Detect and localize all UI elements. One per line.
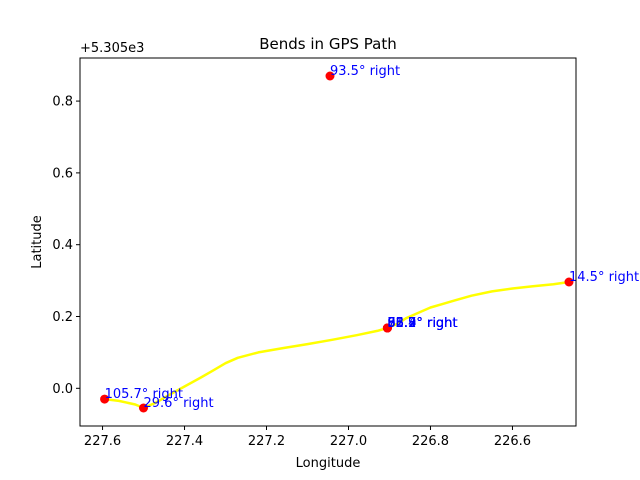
bend-label-0: 105.7° right (105, 387, 183, 402)
bend-point-3 (564, 277, 574, 287)
bend-point-0 (100, 394, 110, 404)
bend-label-6: 76.4° right (387, 316, 457, 331)
x-tick-label-3: 227.0 (330, 434, 367, 449)
x-tick-label-0: 227.6 (84, 434, 121, 449)
y-tick-label-3: 0.6 (52, 166, 73, 181)
gps-path-line (103, 280, 571, 410)
bend-point-1 (139, 403, 148, 413)
y-tick-label-1: 0.2 (52, 310, 73, 325)
x-tick-label-2: 227.2 (248, 434, 285, 449)
bend-label-5: 88.2° right (387, 316, 457, 331)
bend-label-2: 93.5° right (330, 64, 400, 79)
x-tick-label-5: 226.6 (494, 434, 531, 449)
y-tick-label-0: 0.0 (52, 382, 73, 397)
x-axis: 227.6 227.4 227.2 227.0 226.8 226.6 (84, 426, 531, 449)
y-tick-label-4: 0.8 (52, 95, 73, 110)
chart-title: Bends in GPS Path (259, 35, 396, 53)
plot-frame (79, 57, 577, 427)
x-axis-label: Longitude (296, 456, 361, 471)
y-axis-label: Latitude (30, 215, 45, 269)
x-tick-label-1: 227.4 (166, 434, 203, 449)
y-offset-label: +5.305e3 (80, 41, 144, 56)
bend-label-7: 62.9° right (387, 316, 457, 331)
y-axis: 0.0 0.2 0.4 0.6 0.8 (52, 95, 80, 397)
bend-label-3: 14.5° right (569, 270, 639, 285)
x-tick-label-4: 226.8 (412, 434, 449, 449)
bend-label-1: 29.6° right (144, 396, 214, 411)
bend-label-4: 95.7° right (387, 316, 457, 331)
bend-label-8: 51.3° right (387, 316, 457, 331)
y-tick-label-2: 0.4 (52, 238, 73, 253)
bend-point-8 (382, 323, 392, 333)
bend-point-2 (325, 71, 335, 81)
